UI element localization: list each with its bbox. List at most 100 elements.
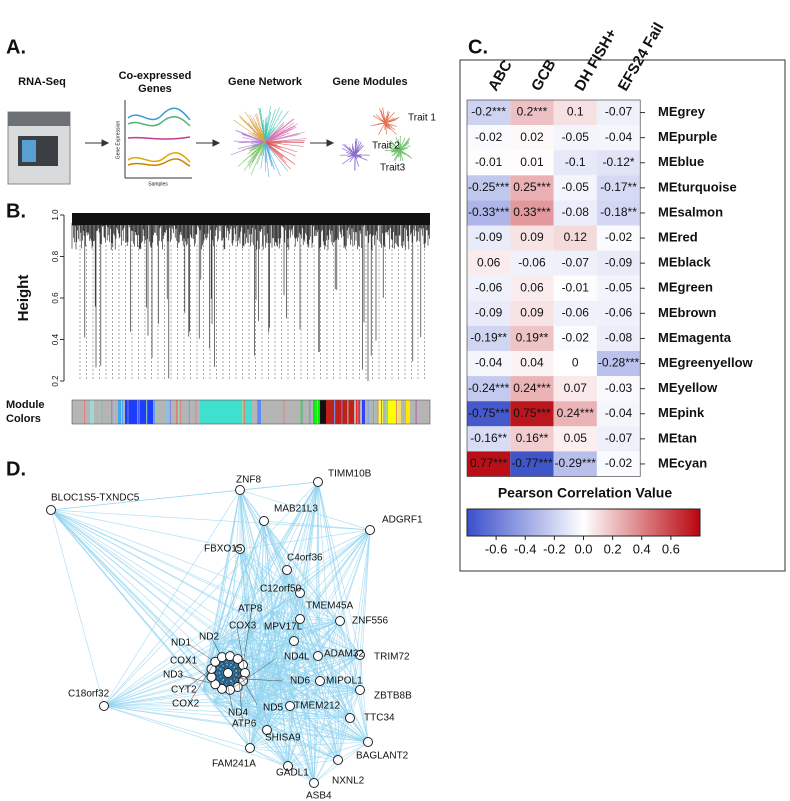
y-tick-label: 0.2 [51, 375, 60, 387]
edge [287, 655, 319, 767]
edge [319, 680, 361, 691]
edge [287, 680, 321, 767]
edge [271, 610, 319, 657]
heat-cell [510, 125, 554, 151]
edge [209, 481, 319, 662]
heat-cell [596, 300, 641, 326]
module-segment [165, 400, 169, 424]
colorbar-step [549, 509, 552, 536]
module-segment [326, 400, 354, 424]
colorbar-step [529, 509, 532, 536]
branch [264, 132, 299, 143]
row-label: MEgreenyellow [658, 355, 754, 370]
node [223, 668, 233, 678]
edge [256, 699, 289, 767]
node-label: TMEM45A [306, 601, 354, 612]
modules-icon [339, 107, 413, 171]
edge [213, 701, 259, 720]
edge [286, 529, 371, 571]
cell-label: 0.04 [520, 356, 544, 370]
colorbar-tick-label: 0.2 [604, 541, 622, 556]
colorbar-step [547, 509, 550, 536]
colorbar-step [467, 509, 470, 536]
module-segment [169, 400, 171, 424]
edge [230, 610, 273, 641]
edge [266, 680, 281, 731]
colorbar-step [553, 509, 556, 536]
colorbar-step [583, 509, 586, 536]
colorbar-step [563, 509, 566, 536]
module-segment [137, 400, 139, 424]
edge [287, 759, 339, 767]
cell-label: -0.06 [605, 306, 633, 320]
edge [299, 592, 341, 622]
edge [209, 569, 288, 662]
node [295, 588, 305, 598]
edge [50, 509, 105, 707]
module-segment [127, 400, 129, 424]
cell-label: 0.16** [516, 431, 549, 445]
colorbar-step [675, 509, 679, 536]
row-label: MEpink [658, 405, 705, 420]
heat-cell [467, 451, 511, 477]
colorbar-step [483, 509, 486, 536]
colorbar-step [523, 509, 526, 536]
colorbar-step [677, 509, 681, 536]
branch [352, 146, 356, 156]
module-segment [243, 400, 245, 424]
branch [375, 114, 386, 124]
module-segment [315, 400, 317, 424]
cell-label: 0.19** [516, 331, 549, 345]
module-segment [320, 400, 326, 424]
heat-cell [467, 200, 511, 226]
cell-label: -0.02 [605, 230, 633, 244]
edge [103, 529, 371, 707]
branch [399, 142, 410, 151]
branch [264, 110, 289, 143]
colorbar-step [507, 509, 510, 536]
row-label: MEgrey [658, 104, 706, 119]
module-segment [415, 400, 417, 424]
node-label: MAB21L3 [274, 504, 318, 515]
module-segment [175, 400, 177, 424]
edge [337, 717, 351, 761]
edge [213, 701, 289, 767]
node [355, 650, 365, 660]
branch [251, 134, 266, 143]
node [309, 778, 319, 788]
branch [242, 137, 266, 143]
edge [103, 481, 319, 707]
heatmap: -0.2*** 0.2*** 0.1 -0.07 MEgrey -0.02 0.02 -0.0… [466, 20, 754, 556]
cell-label: -0.08 [605, 331, 633, 345]
heat-cell [467, 376, 511, 402]
edge [317, 655, 361, 691]
heat-cell [553, 200, 597, 226]
node-label: TIMM10B [328, 469, 372, 480]
edge [337, 620, 341, 761]
expression-plot [124, 100, 192, 179]
colorbar-step [667, 509, 671, 536]
cell-label: -0.18** [600, 205, 637, 219]
arrows [85, 139, 335, 147]
label-leader [211, 676, 283, 682]
heat-cell [553, 376, 597, 402]
branch [264, 110, 283, 143]
branch [264, 141, 270, 178]
cell-label: -0.09 [475, 230, 503, 244]
colorbar-step [569, 509, 572, 536]
branch [235, 129, 266, 143]
cell-label: -0.28*** [598, 356, 640, 370]
edge [337, 741, 369, 761]
node [315, 676, 325, 686]
node [355, 685, 365, 695]
colorbar-step [687, 509, 691, 536]
heat-cell [596, 325, 641, 351]
cell-label: -0.04 [605, 130, 633, 144]
cell-label: 0.09 [520, 230, 544, 244]
heat-cell [596, 275, 641, 301]
heat-cell [510, 351, 554, 377]
edge [50, 509, 251, 749]
module-segment [153, 400, 156, 424]
edge [266, 729, 289, 767]
